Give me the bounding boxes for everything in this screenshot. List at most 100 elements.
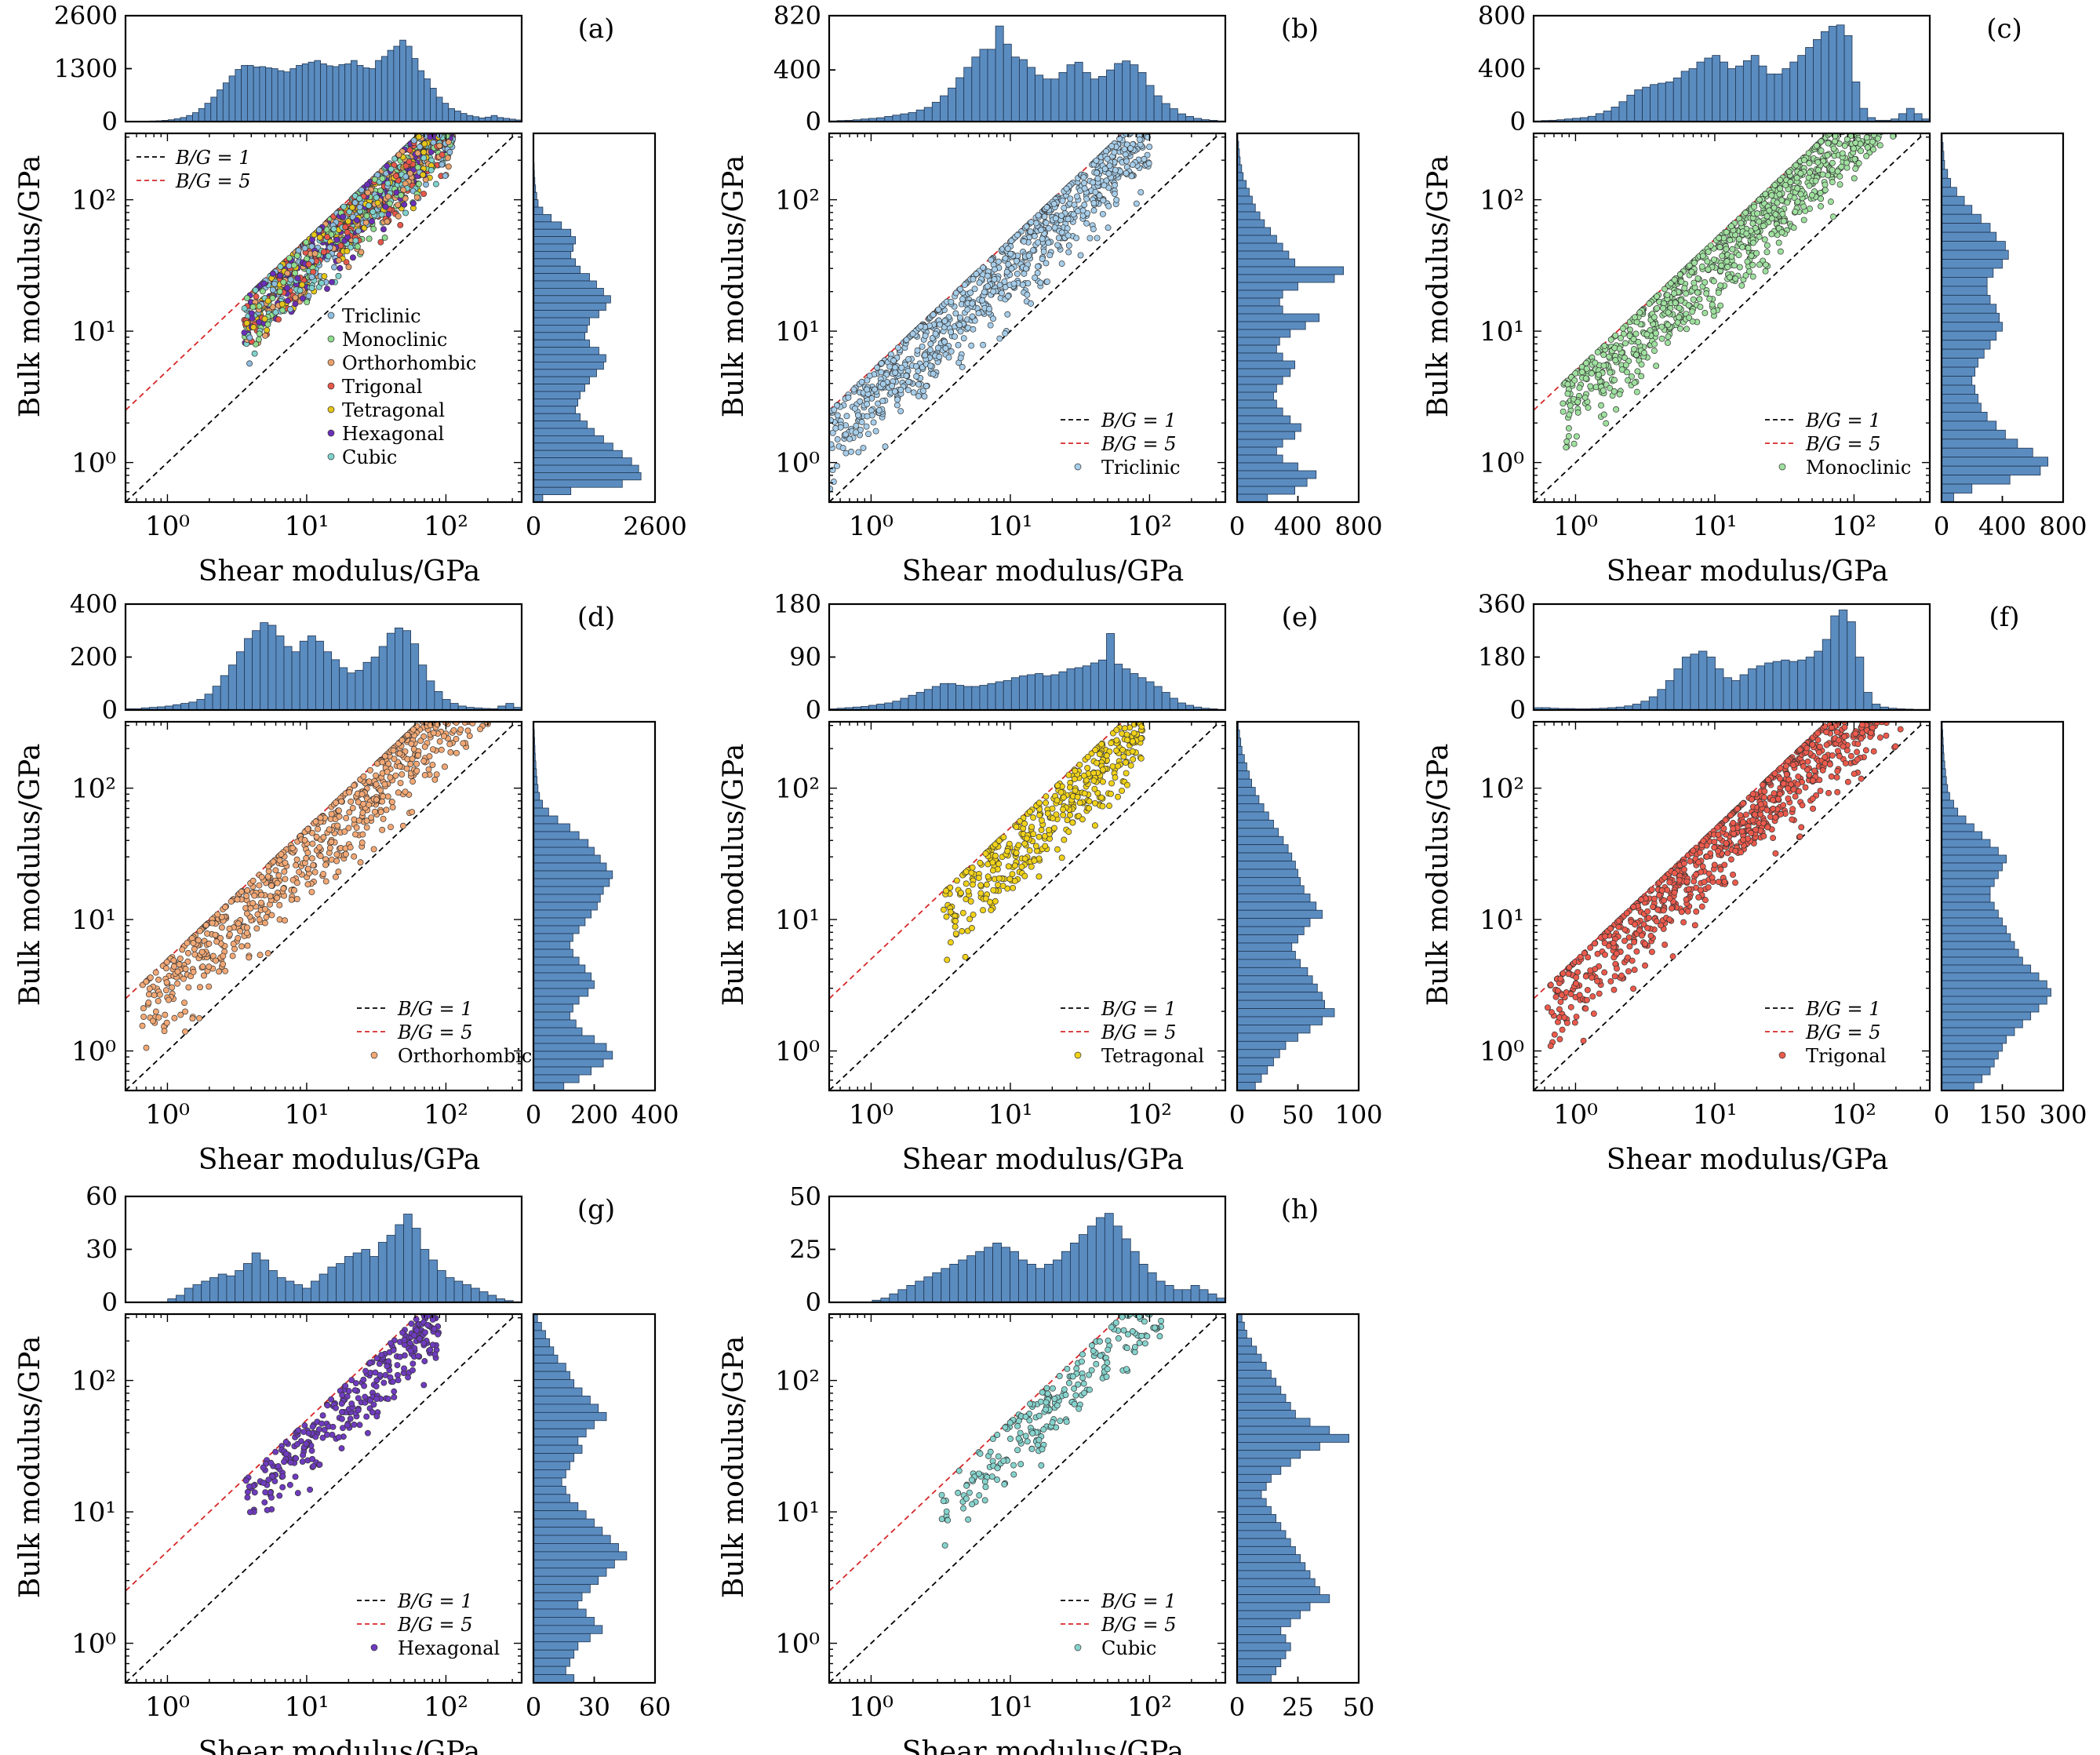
scatter-point xyxy=(1876,104,1882,110)
scatter-point xyxy=(1876,92,1882,97)
scatter-point xyxy=(1037,279,1044,286)
scatter-point xyxy=(359,809,366,816)
right-hist-bar xyxy=(533,369,597,377)
right-hist-bar xyxy=(1236,266,1345,275)
scatter-point xyxy=(479,693,485,698)
scatter-point xyxy=(1100,197,1107,204)
scatter-point xyxy=(358,839,366,847)
scatter-point xyxy=(1131,122,1137,128)
scatter-point xyxy=(1768,231,1775,238)
scatter-point xyxy=(858,419,865,425)
scatter-point xyxy=(1886,93,1891,99)
scatter-point xyxy=(1874,135,1881,142)
scatter-point xyxy=(1705,266,1712,273)
scatter-point xyxy=(449,133,456,136)
top-hist-bar xyxy=(1758,65,1767,122)
scatter-point xyxy=(1898,105,1904,111)
scatter-point xyxy=(355,817,362,824)
scatter-point xyxy=(201,972,207,979)
scatter-point xyxy=(447,749,454,756)
scatter-point xyxy=(1870,94,1876,100)
scatter-point xyxy=(468,693,474,698)
scatter-point xyxy=(244,887,251,894)
top-hist-bar xyxy=(180,703,190,711)
top-hist-tick-label: 800 xyxy=(1478,1,1526,31)
scatter-point xyxy=(185,984,192,991)
scatter-point xyxy=(1883,78,1888,83)
scatter-point xyxy=(342,850,349,857)
top-hist-bar xyxy=(418,664,428,711)
right-hist-bar xyxy=(1236,486,1296,495)
scatter-point xyxy=(482,676,488,682)
top-hist-bar xyxy=(1050,78,1060,122)
scatter-point xyxy=(1661,286,1669,293)
scatter-point xyxy=(1113,196,1120,203)
scatter-point xyxy=(1738,220,1745,227)
scatter-point xyxy=(1883,105,1889,111)
scatter-point xyxy=(402,788,409,796)
top-hist-bar xyxy=(908,112,917,122)
y-tick-label: 10² xyxy=(1479,185,1524,217)
scatter-point xyxy=(1761,236,1768,243)
scatter-point xyxy=(315,825,322,832)
scatter-point xyxy=(220,960,227,967)
scatter-point xyxy=(1883,115,1888,121)
scatter-point xyxy=(1145,125,1151,130)
scatter-point xyxy=(258,874,265,880)
scatter-point xyxy=(436,125,442,130)
scatter-point xyxy=(990,315,996,322)
top-hist-bar xyxy=(260,622,269,711)
scatter-point xyxy=(287,276,294,283)
scatter-point xyxy=(1611,377,1618,384)
scatter-point xyxy=(1825,172,1832,179)
scatter-point xyxy=(480,711,486,716)
top-hist-bar xyxy=(1898,113,1907,122)
right-hist-bar xyxy=(533,428,595,436)
scatter-point xyxy=(948,348,955,355)
right-histogram: 0 400 800 xyxy=(1229,132,1383,541)
scatter-point xyxy=(1610,388,1618,395)
scatter-point xyxy=(834,462,840,469)
right-hist-bar xyxy=(1941,223,1991,233)
scatter-point xyxy=(251,892,258,899)
scatter-point xyxy=(174,980,181,987)
top-hist-tick-label: 820 xyxy=(773,1,821,31)
scatter-point xyxy=(1895,79,1901,85)
scatter-point xyxy=(860,444,867,451)
scatter-point xyxy=(1800,217,1807,224)
scatter-point xyxy=(1676,314,1683,321)
scatter-point xyxy=(1592,359,1599,366)
scatter-point xyxy=(1040,248,1047,255)
scatter-point xyxy=(413,767,420,774)
right-hist-bar xyxy=(1236,289,1283,299)
top-hist-bar xyxy=(212,686,221,711)
scatter-point xyxy=(243,892,250,899)
x-tick-label: 10⁰ xyxy=(145,511,190,542)
scatter-point xyxy=(303,854,310,861)
scatter-point xyxy=(1598,402,1605,409)
scatter-point xyxy=(366,778,373,785)
scatter-point xyxy=(1002,330,1009,337)
top-hist-bar xyxy=(1114,63,1123,122)
right-hist-bar xyxy=(533,339,590,348)
scatter-point xyxy=(381,235,388,241)
scatter-point xyxy=(1884,92,1890,97)
top-hist-tick-label: 200 xyxy=(70,643,118,672)
scatter-point xyxy=(465,688,471,694)
scatter-point xyxy=(1887,73,1893,78)
legend-label: B/G = 1 xyxy=(1101,410,1177,431)
scatter-point xyxy=(450,726,457,734)
scatter-point xyxy=(333,799,340,806)
scatter-point xyxy=(858,378,865,385)
top-hist-bar xyxy=(394,627,403,711)
scatter-point xyxy=(453,736,460,742)
scatter-point xyxy=(1768,192,1775,198)
right-hist-bar xyxy=(533,347,599,355)
scatter-point xyxy=(1698,263,1705,270)
scatter-point xyxy=(1839,150,1846,157)
scatter-point xyxy=(256,319,263,326)
scatter-point xyxy=(1894,102,1900,107)
scatter-point xyxy=(1081,185,1088,192)
scatter-point xyxy=(922,333,929,339)
scatter-point xyxy=(1894,67,1900,72)
